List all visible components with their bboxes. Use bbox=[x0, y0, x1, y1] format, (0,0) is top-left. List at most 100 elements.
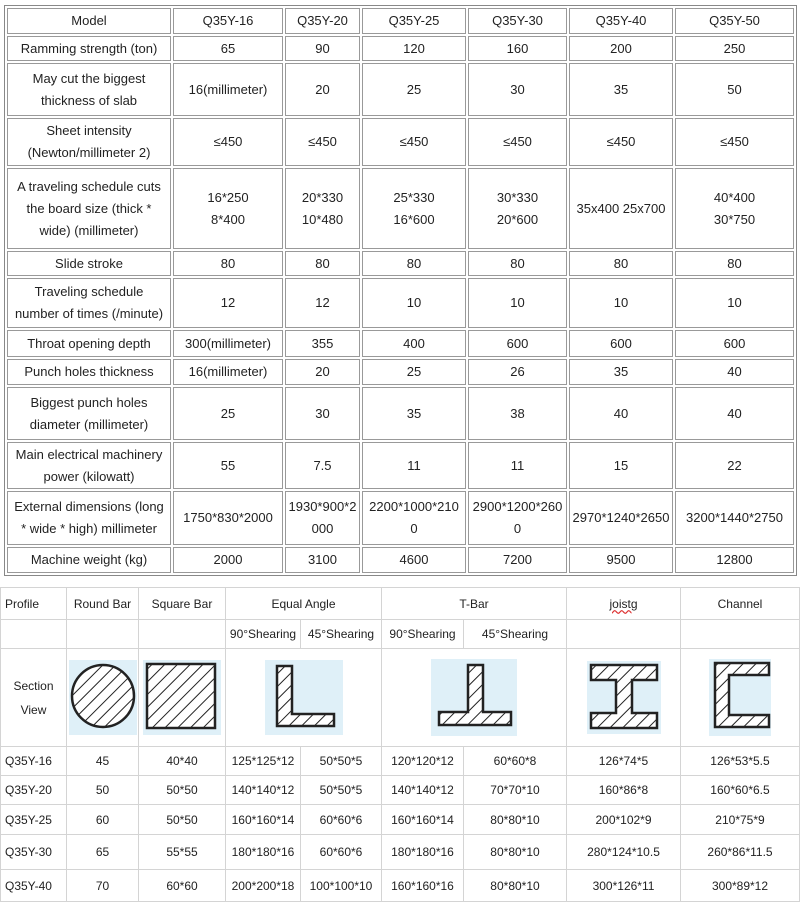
table-cell: 26 bbox=[468, 359, 567, 385]
row-label: Q35Y-25 bbox=[0, 804, 67, 835]
table-cell: 80 bbox=[569, 251, 673, 276]
subheader: 90°Shearing bbox=[225, 619, 301, 649]
table-cell: ≤450 bbox=[285, 118, 360, 166]
table-cell: 25 bbox=[362, 359, 466, 385]
column-header: Q35Y-30 bbox=[468, 8, 567, 34]
table-cell: 9500 bbox=[569, 547, 673, 573]
table-cell: 80 bbox=[285, 251, 360, 276]
table-cell: 1750*830*2000 bbox=[173, 491, 283, 545]
table-cell: 300*126*11 bbox=[566, 869, 681, 902]
table-cell: 12 bbox=[285, 278, 360, 328]
table-cell: 20*330 10*480 bbox=[285, 168, 360, 249]
table-cell bbox=[566, 619, 681, 649]
table-cell: 30 bbox=[285, 387, 360, 440]
table-cell: 140*140*12 bbox=[225, 775, 301, 805]
table-row: Q35Y-25 60 50*50 160*160*14 60*60*6 160*160*1… bbox=[0, 804, 800, 835]
table-cell: 15 bbox=[569, 442, 673, 489]
table-row: Throat opening depth 300(millimeter) 355 40… bbox=[7, 330, 794, 357]
table-cell bbox=[138, 619, 226, 649]
row-label: Sheet intensity (Newton/millimeter 2) bbox=[7, 118, 171, 166]
table-cell: 90 bbox=[285, 36, 360, 61]
table-cell: 40*40 bbox=[138, 746, 226, 776]
table-cell: 2000 bbox=[173, 547, 283, 573]
table-cell: 35 bbox=[362, 387, 466, 440]
table-cell: 80 bbox=[675, 251, 794, 276]
row-label: External dimensions (long * wide * high)… bbox=[7, 491, 171, 545]
table-cell: 16(millimeter) bbox=[173, 359, 283, 385]
row-label: Traveling schedule number of times (/min… bbox=[7, 278, 171, 328]
table-row: Q35Y-16 45 40*40 125*125*12 50*50*5 120*120*1… bbox=[0, 746, 800, 776]
table-cell: 600 bbox=[468, 330, 567, 357]
table-cell: 25 bbox=[362, 63, 466, 116]
table-row: Q35Y-30 65 55*55 180*180*16 60*60*6 180*180*1… bbox=[0, 834, 800, 870]
table-cell: 50*50*5 bbox=[300, 775, 382, 805]
table-cell: ≤450 bbox=[362, 118, 466, 166]
table-cell bbox=[66, 619, 139, 649]
column-header: joistg bbox=[566, 587, 681, 620]
table-cell: 16*250 8*400 bbox=[173, 168, 283, 249]
table-cell: 12 bbox=[173, 278, 283, 328]
table-cell: 160*160*14 bbox=[381, 804, 464, 835]
table-cell: 160*160*14 bbox=[225, 804, 301, 835]
profile-table: Profile Round Bar Square Bar Equal Angle T-B… bbox=[0, 587, 800, 902]
table-cell: 30 bbox=[468, 63, 567, 116]
table-cell: 38 bbox=[468, 387, 567, 440]
table-cell: 40 bbox=[675, 359, 794, 385]
section-view-cell bbox=[680, 648, 800, 747]
table-cell: 80*80*10 bbox=[463, 869, 567, 902]
row-label: Ramming strength (ton) bbox=[7, 36, 171, 61]
table-cell: 280*124*10.5 bbox=[566, 834, 681, 870]
table-cell: 80 bbox=[362, 251, 466, 276]
row-label: Throat opening depth bbox=[7, 330, 171, 357]
column-header: Q35Y-50 bbox=[675, 8, 794, 34]
spec-table: Model Q35Y-16 Q35Y-20 Q35Y-25 Q35Y-30 Q35Y-40… bbox=[4, 5, 797, 576]
table-row: May cut the biggest thickness of slab 16(… bbox=[7, 63, 794, 116]
table-cell: 40*400 30*750 bbox=[675, 168, 794, 249]
column-header: Model bbox=[7, 8, 171, 34]
table-cell: 50*50 bbox=[138, 775, 226, 805]
table-row: Slide stroke 80 80 80 80 80 80 bbox=[7, 251, 794, 276]
column-header: Q35Y-40 bbox=[569, 8, 673, 34]
table-cell: 10 bbox=[362, 278, 466, 328]
column-header: Q35Y-16 bbox=[173, 8, 283, 34]
section-view-cell bbox=[138, 648, 226, 747]
subheader: 45°Shearing bbox=[300, 619, 382, 649]
table-cell: 12800 bbox=[675, 547, 794, 573]
table-cell: 140*140*12 bbox=[381, 775, 464, 805]
row-label: Punch holes thickness bbox=[7, 359, 171, 385]
table-cell: 180*180*16 bbox=[381, 834, 464, 870]
table-row: Biggest punch holes diameter (millimeter… bbox=[7, 387, 794, 440]
column-header: Round Bar bbox=[66, 587, 139, 620]
table-cell: 210*75*9 bbox=[680, 804, 800, 835]
table-cell: 160*60*6.5 bbox=[680, 775, 800, 805]
table-cell: 11 bbox=[362, 442, 466, 489]
table-cell: 80*80*10 bbox=[463, 804, 567, 835]
column-header: T-Bar bbox=[381, 587, 567, 620]
table-cell: 10 bbox=[675, 278, 794, 328]
row-label: Section View bbox=[0, 648, 67, 747]
table-cell: 55 bbox=[173, 442, 283, 489]
table-cell: 600 bbox=[675, 330, 794, 357]
table-cell: 20 bbox=[285, 359, 360, 385]
table-cell: 25*330 16*600 bbox=[362, 168, 466, 249]
table-cell: 50*50 bbox=[138, 804, 226, 835]
table-cell: 3100 bbox=[285, 547, 360, 573]
table-cell: 80 bbox=[173, 251, 283, 276]
table-cell: 30*330 20*600 bbox=[468, 168, 567, 249]
table-cell: 65 bbox=[66, 834, 139, 870]
table-cell: 55*55 bbox=[138, 834, 226, 870]
table-cell: 600 bbox=[569, 330, 673, 357]
column-header: Q35Y-20 bbox=[285, 8, 360, 34]
table-cell: ≤450 bbox=[675, 118, 794, 166]
table-cell: 40 bbox=[675, 387, 794, 440]
table-cell: 200*102*9 bbox=[566, 804, 681, 835]
table-cell: 70 bbox=[66, 869, 139, 902]
table-cell: 35x400 25x700 bbox=[569, 168, 673, 249]
table-cell: 120*120*12 bbox=[381, 746, 464, 776]
table-cell: 70*70*10 bbox=[463, 775, 567, 805]
subheader: 45°Shearing bbox=[463, 619, 567, 649]
row-label: Slide stroke bbox=[7, 251, 171, 276]
table-cell: 126*53*5.5 bbox=[680, 746, 800, 776]
table-cell: 80 bbox=[468, 251, 567, 276]
table-cell: 35 bbox=[569, 63, 673, 116]
